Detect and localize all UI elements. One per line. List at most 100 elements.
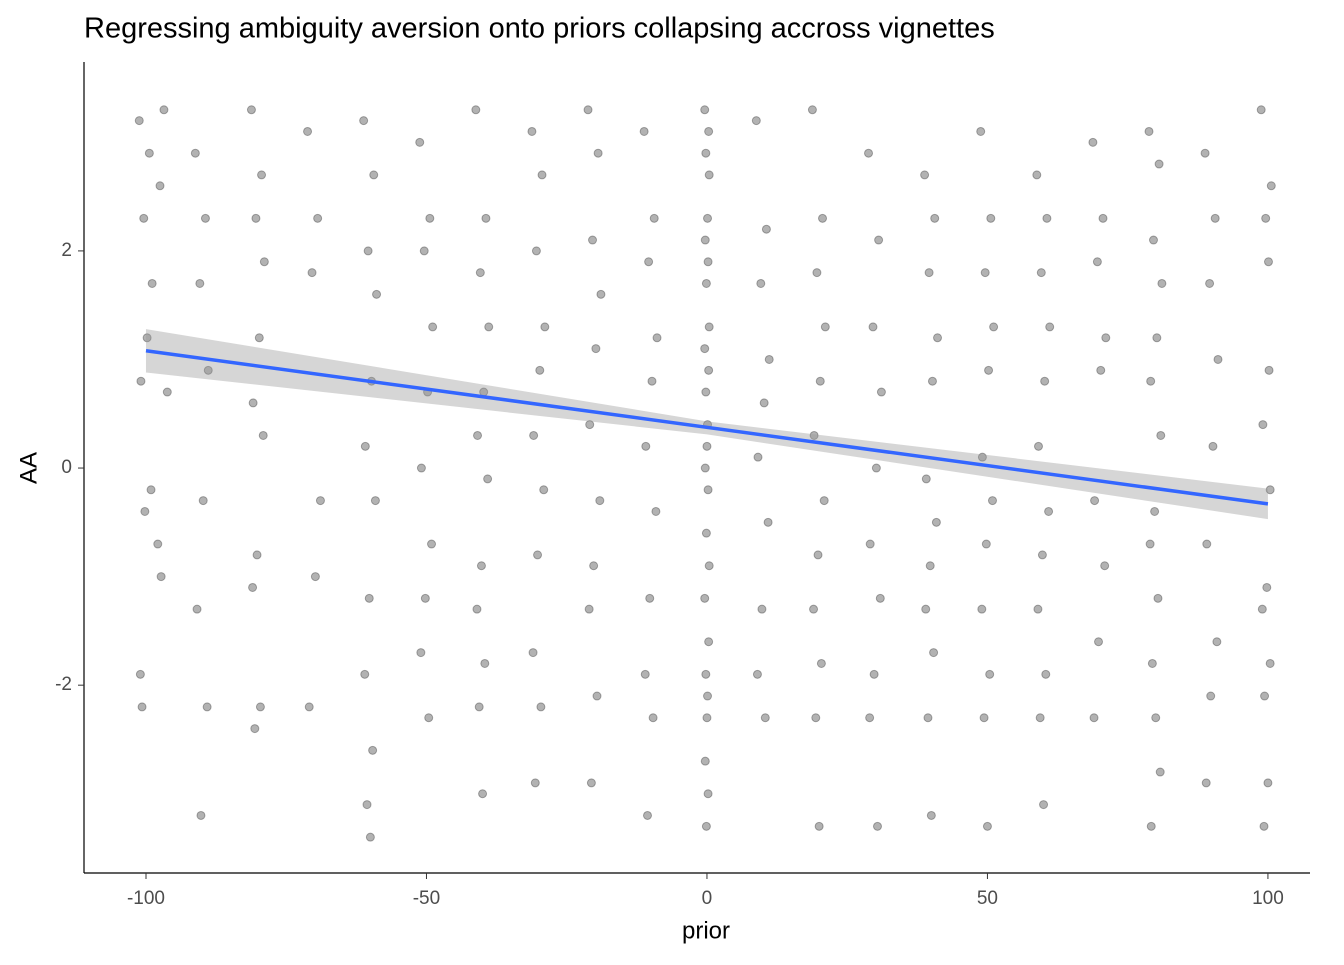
y-tick-label: -2 <box>55 674 72 695</box>
point <box>368 745 378 755</box>
point <box>420 593 430 603</box>
point <box>1040 376 1050 386</box>
point <box>153 539 163 549</box>
point <box>1036 268 1046 278</box>
point <box>1200 148 1210 158</box>
point <box>416 648 426 658</box>
point <box>1206 691 1216 701</box>
point <box>703 213 713 223</box>
point <box>701 821 711 831</box>
point <box>1088 137 1098 147</box>
point <box>144 148 154 158</box>
point <box>651 506 661 516</box>
point <box>704 170 714 180</box>
point <box>760 713 770 723</box>
point <box>1092 257 1102 267</box>
point <box>920 170 930 180</box>
point <box>365 832 375 842</box>
point <box>700 105 710 115</box>
point <box>977 604 987 614</box>
point <box>864 148 874 158</box>
point <box>815 376 825 386</box>
point <box>203 365 213 375</box>
point <box>146 485 156 495</box>
point <box>813 550 823 560</box>
y-axis-title: AA <box>15 452 42 484</box>
point <box>589 561 599 571</box>
point <box>1265 658 1275 668</box>
point <box>255 702 265 712</box>
point <box>984 365 994 375</box>
point <box>644 257 654 267</box>
point <box>583 105 593 115</box>
point <box>1263 778 1273 788</box>
point <box>759 398 769 408</box>
point <box>156 572 166 582</box>
point <box>648 713 658 723</box>
point <box>1144 126 1154 136</box>
point <box>360 669 370 679</box>
point <box>531 246 541 256</box>
point <box>809 430 819 440</box>
point <box>136 376 146 386</box>
point <box>1258 420 1268 430</box>
point <box>809 604 819 614</box>
point <box>533 550 543 560</box>
point <box>360 441 370 451</box>
point <box>1096 365 1106 375</box>
point <box>419 246 429 256</box>
point <box>921 474 931 484</box>
point <box>986 213 996 223</box>
point <box>930 213 940 223</box>
point <box>476 561 486 571</box>
point <box>1037 550 1047 560</box>
point <box>1156 430 1166 440</box>
point <box>811 713 821 723</box>
point <box>1150 506 1160 516</box>
point <box>593 148 603 158</box>
point <box>246 105 256 115</box>
point <box>1045 322 1055 332</box>
point <box>923 713 933 723</box>
point <box>1152 333 1162 343</box>
point <box>1041 669 1051 679</box>
point <box>704 322 714 332</box>
point <box>137 702 147 712</box>
point <box>592 691 602 701</box>
point <box>876 387 886 397</box>
x-axis-title: prior <box>682 917 730 944</box>
point <box>162 387 172 397</box>
point <box>700 235 710 245</box>
point <box>980 268 990 278</box>
point <box>529 430 539 440</box>
point <box>647 376 657 386</box>
point <box>259 257 269 267</box>
plot-area <box>134 105 1276 842</box>
point <box>596 289 606 299</box>
point <box>1098 213 1108 223</box>
point <box>195 278 205 288</box>
point <box>701 669 711 679</box>
point <box>584 604 594 614</box>
point <box>192 604 202 614</box>
point <box>703 691 713 701</box>
point <box>202 702 212 712</box>
point <box>812 268 822 278</box>
point <box>700 593 710 603</box>
x-tick-label: 0 <box>702 888 713 909</box>
point <box>1212 637 1222 647</box>
point <box>1145 539 1155 549</box>
point <box>874 235 884 245</box>
point <box>1257 604 1267 614</box>
point <box>362 800 372 810</box>
point <box>701 528 711 538</box>
point <box>987 496 997 506</box>
point <box>258 430 268 440</box>
point <box>307 268 317 278</box>
point <box>703 485 713 495</box>
point <box>869 669 879 679</box>
point <box>142 333 152 343</box>
point <box>700 344 710 354</box>
point <box>819 496 829 506</box>
point <box>640 669 650 679</box>
